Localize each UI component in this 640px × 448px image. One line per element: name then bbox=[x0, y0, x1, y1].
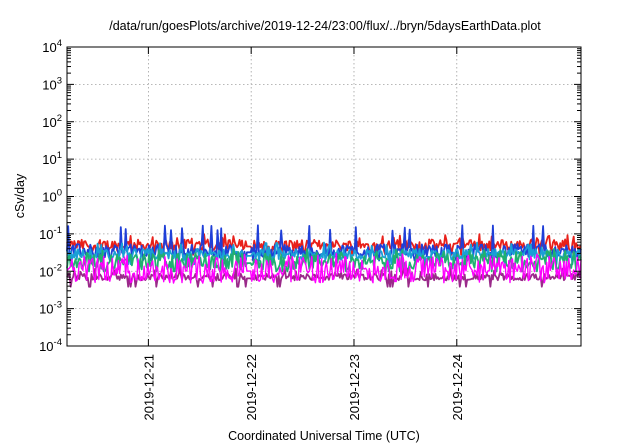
y-tick-label: 10-1 bbox=[39, 225, 62, 242]
y-tick-exponent: 3 bbox=[57, 75, 62, 86]
y-tick-exponent: -2 bbox=[54, 262, 62, 273]
y-tick-base: 10 bbox=[39, 227, 53, 242]
y-tick-base: 10 bbox=[39, 302, 53, 317]
y-tick-exponent: 1 bbox=[57, 150, 62, 161]
grid bbox=[67, 46, 581, 347]
x-tick-label: 2019-12-21 bbox=[141, 354, 156, 421]
y-tick-base: 10 bbox=[39, 339, 53, 354]
plot-frame bbox=[66, 46, 582, 347]
y-tick-exponent: 4 bbox=[57, 38, 62, 49]
y-tick-label: 10-2 bbox=[39, 262, 62, 279]
y-tick-base: 10 bbox=[39, 264, 53, 279]
x-axis-label: Coordinated Universal Time (UTC) bbox=[228, 429, 420, 443]
series-line bbox=[66, 241, 582, 266]
y-tick-label: 102 bbox=[42, 113, 62, 130]
y-tick-exponent: -4 bbox=[54, 337, 62, 348]
y-tick-exponent: -1 bbox=[54, 225, 62, 236]
y-tick-label: 103 bbox=[42, 75, 62, 92]
chart-title: /data/run/goesPlots/archive/2019-12-24/2… bbox=[109, 19, 541, 33]
y-tick-label: 10-3 bbox=[39, 300, 62, 317]
series-group bbox=[66, 224, 582, 288]
series-line bbox=[66, 252, 582, 284]
y-tick-base: 10 bbox=[42, 115, 56, 130]
y-axis-label: cSv/day bbox=[13, 173, 27, 218]
y-tick-label: 100 bbox=[42, 188, 62, 205]
y-tick-base: 10 bbox=[42, 190, 56, 205]
y-tick-base: 10 bbox=[42, 77, 56, 92]
y-tick-exponent: -3 bbox=[54, 300, 62, 311]
y-tick-exponent: 0 bbox=[57, 188, 62, 199]
y-tick-exponent: 2 bbox=[57, 113, 62, 124]
x-tick-label: 2019-12-22 bbox=[244, 354, 259, 421]
y-tick-label: 104 bbox=[42, 38, 62, 55]
x-tick-label: 2019-12-23 bbox=[347, 354, 362, 421]
y-tick-base: 10 bbox=[42, 40, 56, 55]
axes: 10-410-310-210-11001011021031042019-12-2… bbox=[39, 38, 581, 421]
y-tick-base: 10 bbox=[42, 152, 56, 167]
x-tick-label: 2019-12-24 bbox=[450, 354, 465, 421]
y-tick-label: 101 bbox=[42, 150, 62, 167]
y-tick-label: 10-4 bbox=[39, 337, 62, 354]
